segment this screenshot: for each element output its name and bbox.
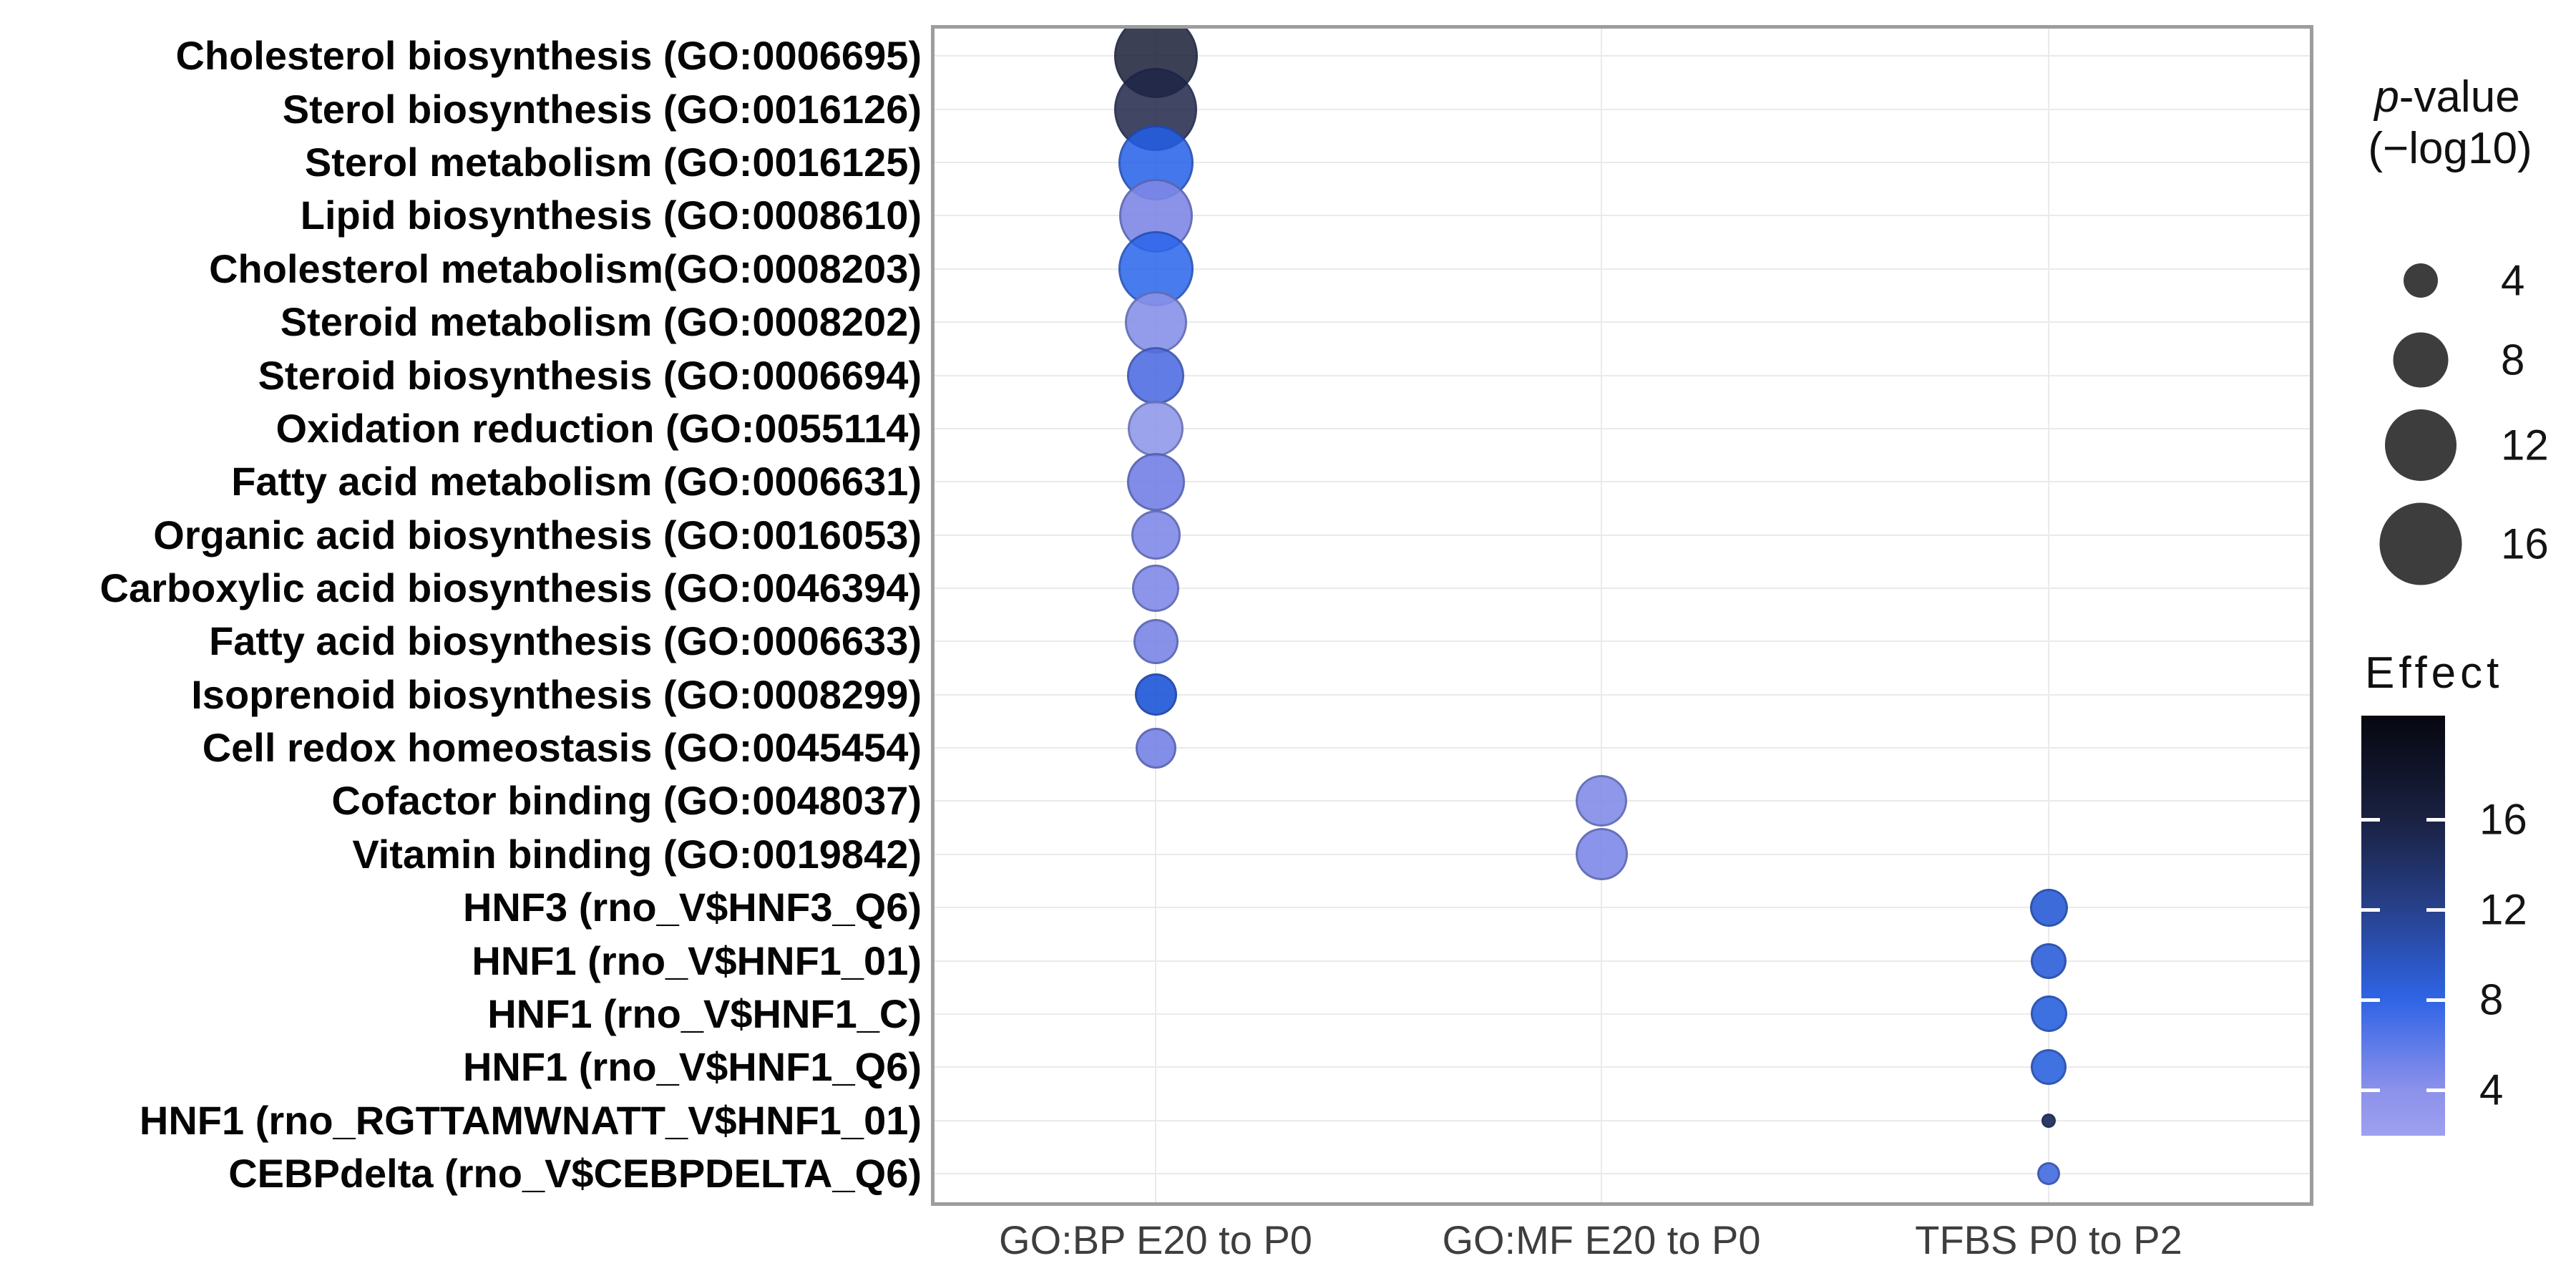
gridline-horizontal [935, 108, 2310, 110]
y-axis-label: Vitamin binding (GO:0019842) [352, 831, 922, 877]
gridline-vertical [2048, 29, 2049, 1202]
data-bubble [2029, 888, 2068, 927]
size-legend-circle [2385, 409, 2457, 481]
gridline-horizontal [935, 374, 2310, 376]
size-legend-circle [2379, 502, 2462, 585]
size-legend-title-line1: p-value [2374, 72, 2519, 122]
data-bubble [2030, 995, 2067, 1033]
data-bubble [2031, 943, 2067, 979]
y-axis-label: HNF1 (rno_V$HNF1_C) [487, 990, 922, 1036]
data-bubble [2031, 1049, 2067, 1086]
x-axis-label: TFBS P0 to P2 [1915, 1217, 2182, 1262]
plot-panel [931, 25, 2313, 1206]
gridline-horizontal [935, 427, 2310, 429]
gradient-tick-left [2361, 818, 2380, 822]
y-axis-label: CEBPdelta (rno_V$CEBPDELTA_Q6) [228, 1150, 922, 1196]
y-axis-label: Sterol biosynthesis (GO:0016126) [282, 86, 922, 132]
y-axis-label: Lipid biosynthesis (GO:0008610) [300, 193, 922, 238]
gradient-tick-right [2426, 818, 2445, 822]
data-bubble [1133, 618, 1179, 664]
y-axis-label: Organic acid biosynthesis (GO:0016053) [153, 512, 922, 557]
gridline-horizontal [935, 162, 2310, 164]
y-axis-label: HNF3 (rno_V$HNF3_Q6) [462, 885, 922, 930]
x-axis-label: GO:BP E20 to P0 [999, 1217, 1312, 1262]
gradient-tick-left [2361, 998, 2380, 1002]
y-axis-label: Steroid metabolism (GO:0008202) [280, 299, 922, 345]
size-legend-value: 4 [2501, 256, 2525, 305]
size-legend-circle [2393, 332, 2449, 388]
gradient-tick-left [2361, 908, 2380, 912]
size-legend-value: 16 [2501, 520, 2549, 568]
data-bubble [1124, 291, 1187, 354]
gridline-horizontal [935, 268, 2310, 270]
y-axis-label: Isoprenoid biosynthesis (GO:0008299) [191, 671, 922, 717]
gridline-horizontal [935, 907, 2310, 909]
y-axis-label: Cholesterol biosynthesis (GO:0006695) [175, 33, 922, 79]
data-bubble [1132, 565, 1179, 612]
color-legend-value: 8 [2479, 975, 2504, 1024]
size-legend-title-line2: (−log10) [2368, 124, 2532, 173]
y-axis-label: Sterol metabolism (GO:0016125) [304, 140, 922, 185]
data-bubble [1575, 828, 1628, 881]
gradient-tick-right [2426, 1088, 2445, 1092]
gridline-horizontal [935, 693, 2310, 696]
gradient-tick-left [2361, 1088, 2380, 1092]
data-bubble [2037, 1161, 2060, 1185]
y-axis-label: Fatty acid metabolism (GO:0006631) [231, 459, 922, 505]
gridline-horizontal [935, 215, 2310, 217]
gridline-horizontal [935, 1013, 2310, 1015]
gridline-horizontal [935, 534, 2310, 536]
y-axis-label: Cell redox homeostasis (GO:0045454) [202, 725, 922, 771]
gridline-horizontal [935, 321, 2310, 323]
size-legend-title-rest: -value [2399, 72, 2520, 122]
data-bubble [2041, 1113, 2056, 1128]
color-legend-value: 12 [2479, 885, 2527, 934]
color-legend-title: Effect [2365, 648, 2504, 698]
data-bubble [1134, 673, 1177, 716]
data-bubble [1131, 510, 1181, 560]
gradient-tick-right [2426, 998, 2445, 1002]
y-axis-label: Fatty acid biosynthesis (GO:0006633) [209, 618, 922, 664]
color-gradient-bar [2361, 716, 2445, 1136]
y-axis-label: Steroid biosynthesis (GO:0006694) [258, 352, 922, 398]
gridline-horizontal [935, 1119, 2310, 1121]
gridline-horizontal [935, 747, 2310, 749]
data-bubble [1128, 400, 1184, 457]
color-legend-value: 4 [2479, 1066, 2504, 1114]
gradient-tick-right [2426, 908, 2445, 912]
size-legend-value: 8 [2501, 336, 2525, 384]
size-legend-circle [2404, 263, 2438, 298]
gridline-vertical [1601, 29, 1602, 1202]
size-legend-value: 12 [2501, 421, 2549, 469]
gridline-vertical [1155, 29, 1156, 1202]
y-axis-label: Cofactor binding (GO:0048037) [331, 778, 922, 824]
gridline-horizontal [935, 1066, 2310, 1068]
data-bubble [1127, 346, 1184, 404]
gridline-horizontal [935, 1172, 2310, 1174]
gridline-horizontal [935, 588, 2310, 589]
y-axis-label: Oxidation reduction (GO:0055114) [275, 405, 922, 451]
y-axis-label: HNF1 (rno_V$HNF1_01) [472, 937, 922, 983]
color-legend-value: 16 [2479, 795, 2527, 844]
gridline-horizontal [935, 55, 2310, 57]
y-axis-label: HNF1 (rno_RGTTAMWNATT_V$HNF1_01) [139, 1097, 922, 1143]
size-legend-title-p: p [2374, 72, 2399, 122]
x-axis-label: GO:MF E20 to P0 [1442, 1217, 1761, 1262]
gridline-horizontal [935, 481, 2310, 483]
y-axis-label: Cholesterol metabolism(GO:0008203) [209, 245, 922, 291]
data-bubble [1135, 727, 1176, 769]
data-bubble [1576, 775, 1627, 827]
gridline-horizontal [935, 960, 2310, 962]
data-bubble [1126, 452, 1185, 511]
y-axis-label: Carboxylic acid biosynthesis (GO:0046394… [99, 565, 922, 610]
gridline-horizontal [935, 640, 2310, 643]
y-axis-label: HNF1 (rno_V$HNF1_Q6) [462, 1044, 922, 1090]
